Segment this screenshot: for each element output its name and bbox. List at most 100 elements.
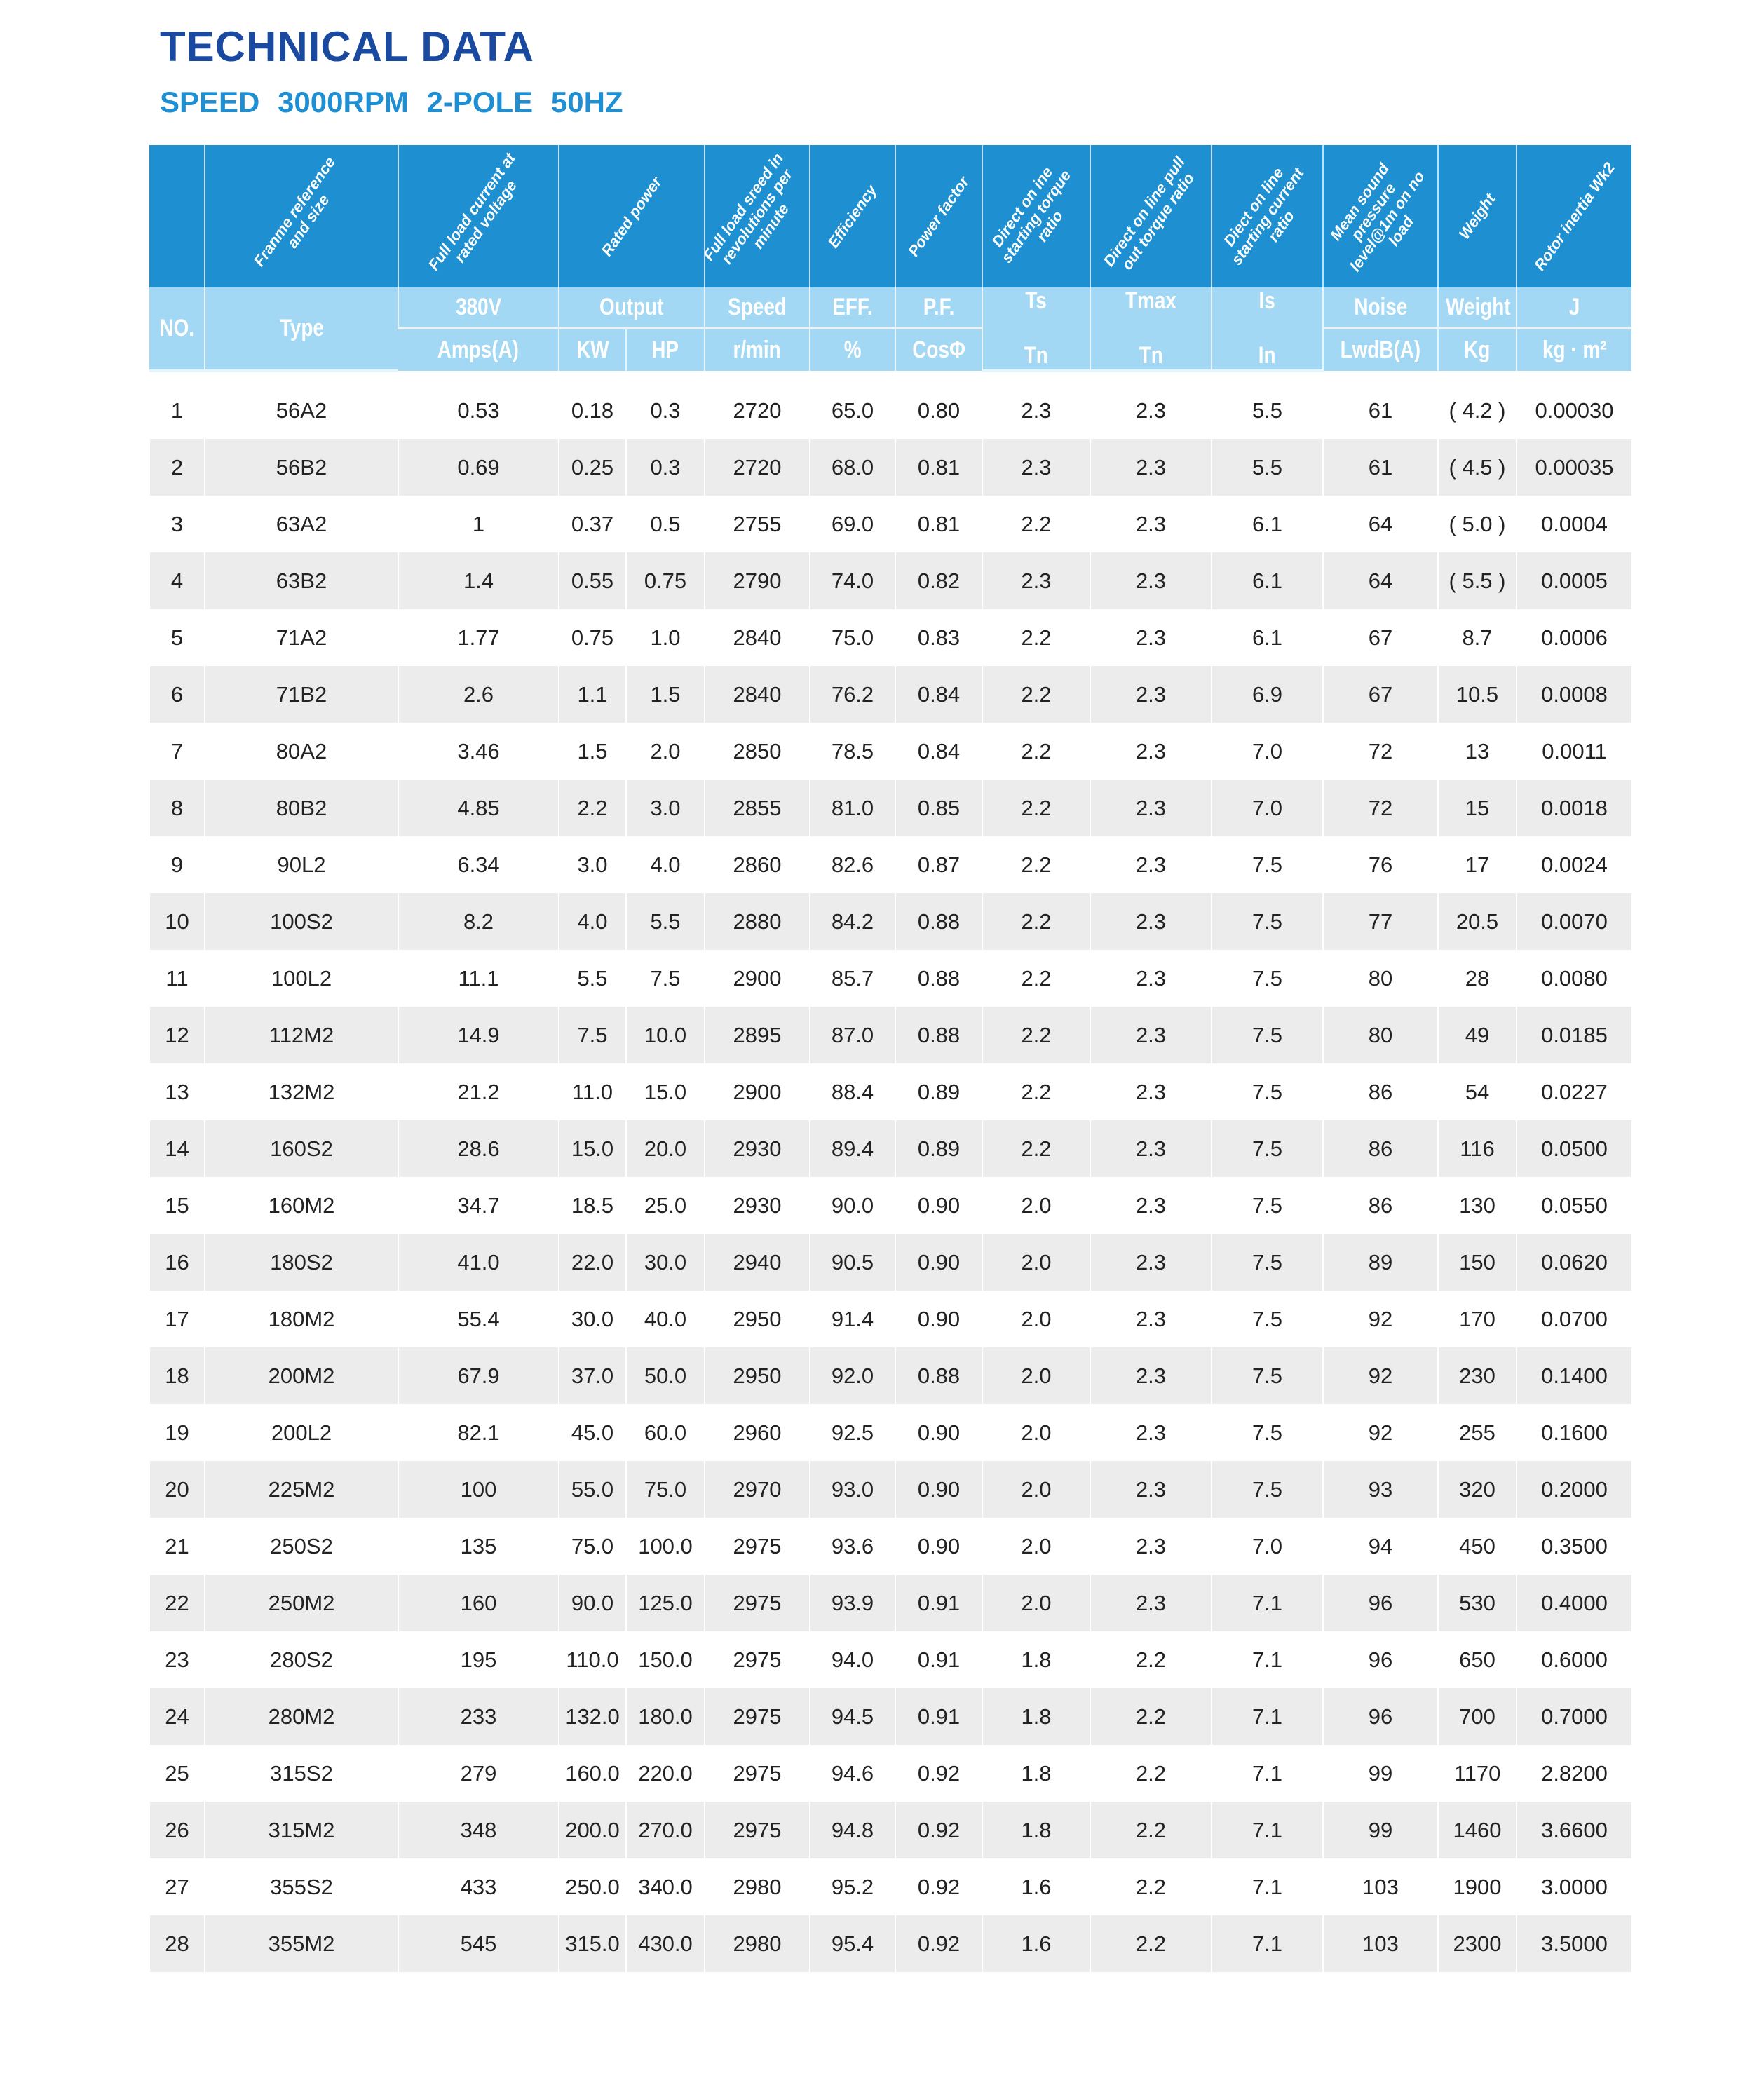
table-cell: 4.0 [625,836,705,893]
table-cell: 3.5000 [1516,1915,1631,1972]
table-cell: 2.2 [1090,1745,1212,1802]
header-description-cell: Rated power [558,145,705,287]
table-cell: 91.4 [809,1291,895,1347]
table-cell: 7.1 [1211,1802,1323,1858]
table-cell: 0.6000 [1516,1631,1631,1688]
col-ts-tn: Ts Tn [982,287,1090,372]
table-cell: 63B2 [204,552,398,609]
header-description-text: Diect on line starting current ratio [1219,163,1307,268]
table-row: 5 71A2 1.77 0.75 1.0 2840 75.0 0.83 2.2 2.3 6.1 67 8… [149,609,1631,666]
table-cell: 67 [1322,609,1438,666]
table-cell: 71B2 [204,666,398,723]
table-cell: 68.0 [809,439,895,496]
table-cell: 7.5 [1211,836,1323,893]
table-cell: 2.2 [982,666,1090,723]
table-cell: 2720 [704,382,810,439]
table-cell: 67.9 [398,1347,559,1404]
table-row: 19 200L2 82.1 45.0 60.0 2960 92.5 0.90 2.0 2.3 7.5… [149,1404,1631,1461]
table-cell: 3 [149,496,205,552]
table-cell: 103 [1322,1915,1438,1972]
header-description-text: Franme reference and size [250,153,339,270]
table-cell: 2.3 [1090,950,1212,1007]
table-cell: 99 [1322,1745,1438,1802]
table-cell: 2.3 [1090,1461,1212,1518]
table-cell: 10 [149,893,205,950]
table-cell: 82.1 [398,1404,559,1461]
table-cell: 7.5 [625,950,705,1007]
table-cell: 2.2 [982,780,1090,836]
table-cell: 2790 [704,552,810,609]
table-cell: 200.0 [558,1802,626,1858]
table-cell: 7.1 [1211,1745,1323,1802]
table-cell: 2975 [704,1745,810,1802]
table-cell: 49 [1437,1007,1517,1063]
table-cell: 8.2 [398,893,559,950]
table-cell: 160 [398,1575,559,1631]
table-cell: 2.3 [1090,893,1212,950]
table-cell: 19 [149,1404,205,1461]
table-cell: 2.3 [1090,496,1212,552]
table-cell: 2.3 [1090,609,1212,666]
table-row: 20 225M2 100 55.0 75.0 2970 93.0 0.90 2.0 2.3 7.5 9… [149,1461,1631,1518]
table-cell: 3.6600 [1516,1802,1631,1858]
table-cell: 0.0620 [1516,1234,1631,1291]
table-cell: 0.89 [895,1120,982,1177]
table-cell: 82.6 [809,836,895,893]
table-cell: 4 [149,552,205,609]
table-cell: 0.90 [895,1404,982,1461]
table-cell: 20.5 [1437,893,1517,950]
table-cell: 355S2 [204,1858,398,1915]
table-cell: 116 [1437,1120,1517,1177]
table-cell: 150.0 [625,1631,705,1688]
table-cell: 200M2 [204,1347,398,1404]
table-cell: 2.0 [982,1177,1090,1234]
unit-cos: CosΦ [895,328,982,371]
table-cell: 11.1 [398,950,559,1007]
table-cell: 2.3 [1090,1063,1212,1120]
col-380v: 380V [398,287,559,330]
table-cell: 3.0000 [1516,1858,1631,1915]
table-cell: 0.83 [895,609,982,666]
table-cell: 0.37 [558,496,626,552]
table-cell: 112M2 [204,1007,398,1063]
table-cell: 2975 [704,1688,810,1745]
table-cell: 93.0 [809,1461,895,1518]
table-cell: 2900 [704,950,810,1007]
table-cell: 0.0700 [1516,1291,1631,1347]
table-cell: 15.0 [558,1120,626,1177]
table-cell: 545 [398,1915,559,1972]
table-cell: 0.3 [625,382,705,439]
table-row: 15 160M2 34.7 18.5 25.0 2930 90.0 0.90 2.0 2.3 7.5… [149,1177,1631,1234]
header-description-text: Mean sound pressure level@1m on no load [1327,159,1428,275]
table-cell: 50.0 [625,1347,705,1404]
table-cell: 0.0008 [1516,666,1631,723]
table-cell: 3.0 [558,836,626,893]
table-cell: 1.6 [982,1858,1090,1915]
table-cell: 55.0 [558,1461,626,1518]
table-cell: 0.89 [895,1063,982,1120]
table-cell: 75.0 [809,609,895,666]
table-cell: 0.88 [895,893,982,950]
table-cell: 340.0 [625,1858,705,1915]
table-cell: 2.2 [1090,1858,1212,1915]
table-cell: 3.0 [625,780,705,836]
table-cell: 170 [1437,1291,1517,1347]
table-cell: 0.88 [895,1347,982,1404]
table-cell: 2.0 [982,1461,1090,1518]
table-cell: 5.5 [1211,382,1323,439]
header-description-cell: Direct on line pull out torque ratio [1090,145,1212,287]
table-cell: 1 [398,496,559,552]
header-description-cell: Rotor inertia Wk2 [1516,145,1631,287]
table-cell: 1.77 [398,609,559,666]
table-cell: 530 [1437,1575,1517,1631]
table-cell: 0.91 [895,1688,982,1745]
table-row: 1 56A2 0.53 0.18 0.3 2720 65.0 0.80 2.3 2.3 5.5 61(… [149,382,1631,439]
table-cell: 2.2 [1090,1688,1212,1745]
table-cell: 0.92 [895,1745,982,1802]
table-cell: 27 [149,1858,205,1915]
table-cell: 18.5 [558,1177,626,1234]
table-cell: 6 [149,666,205,723]
table-cell: 55.4 [398,1291,559,1347]
table-cell: 67 [1322,666,1438,723]
table-cell: 0.25 [558,439,626,496]
